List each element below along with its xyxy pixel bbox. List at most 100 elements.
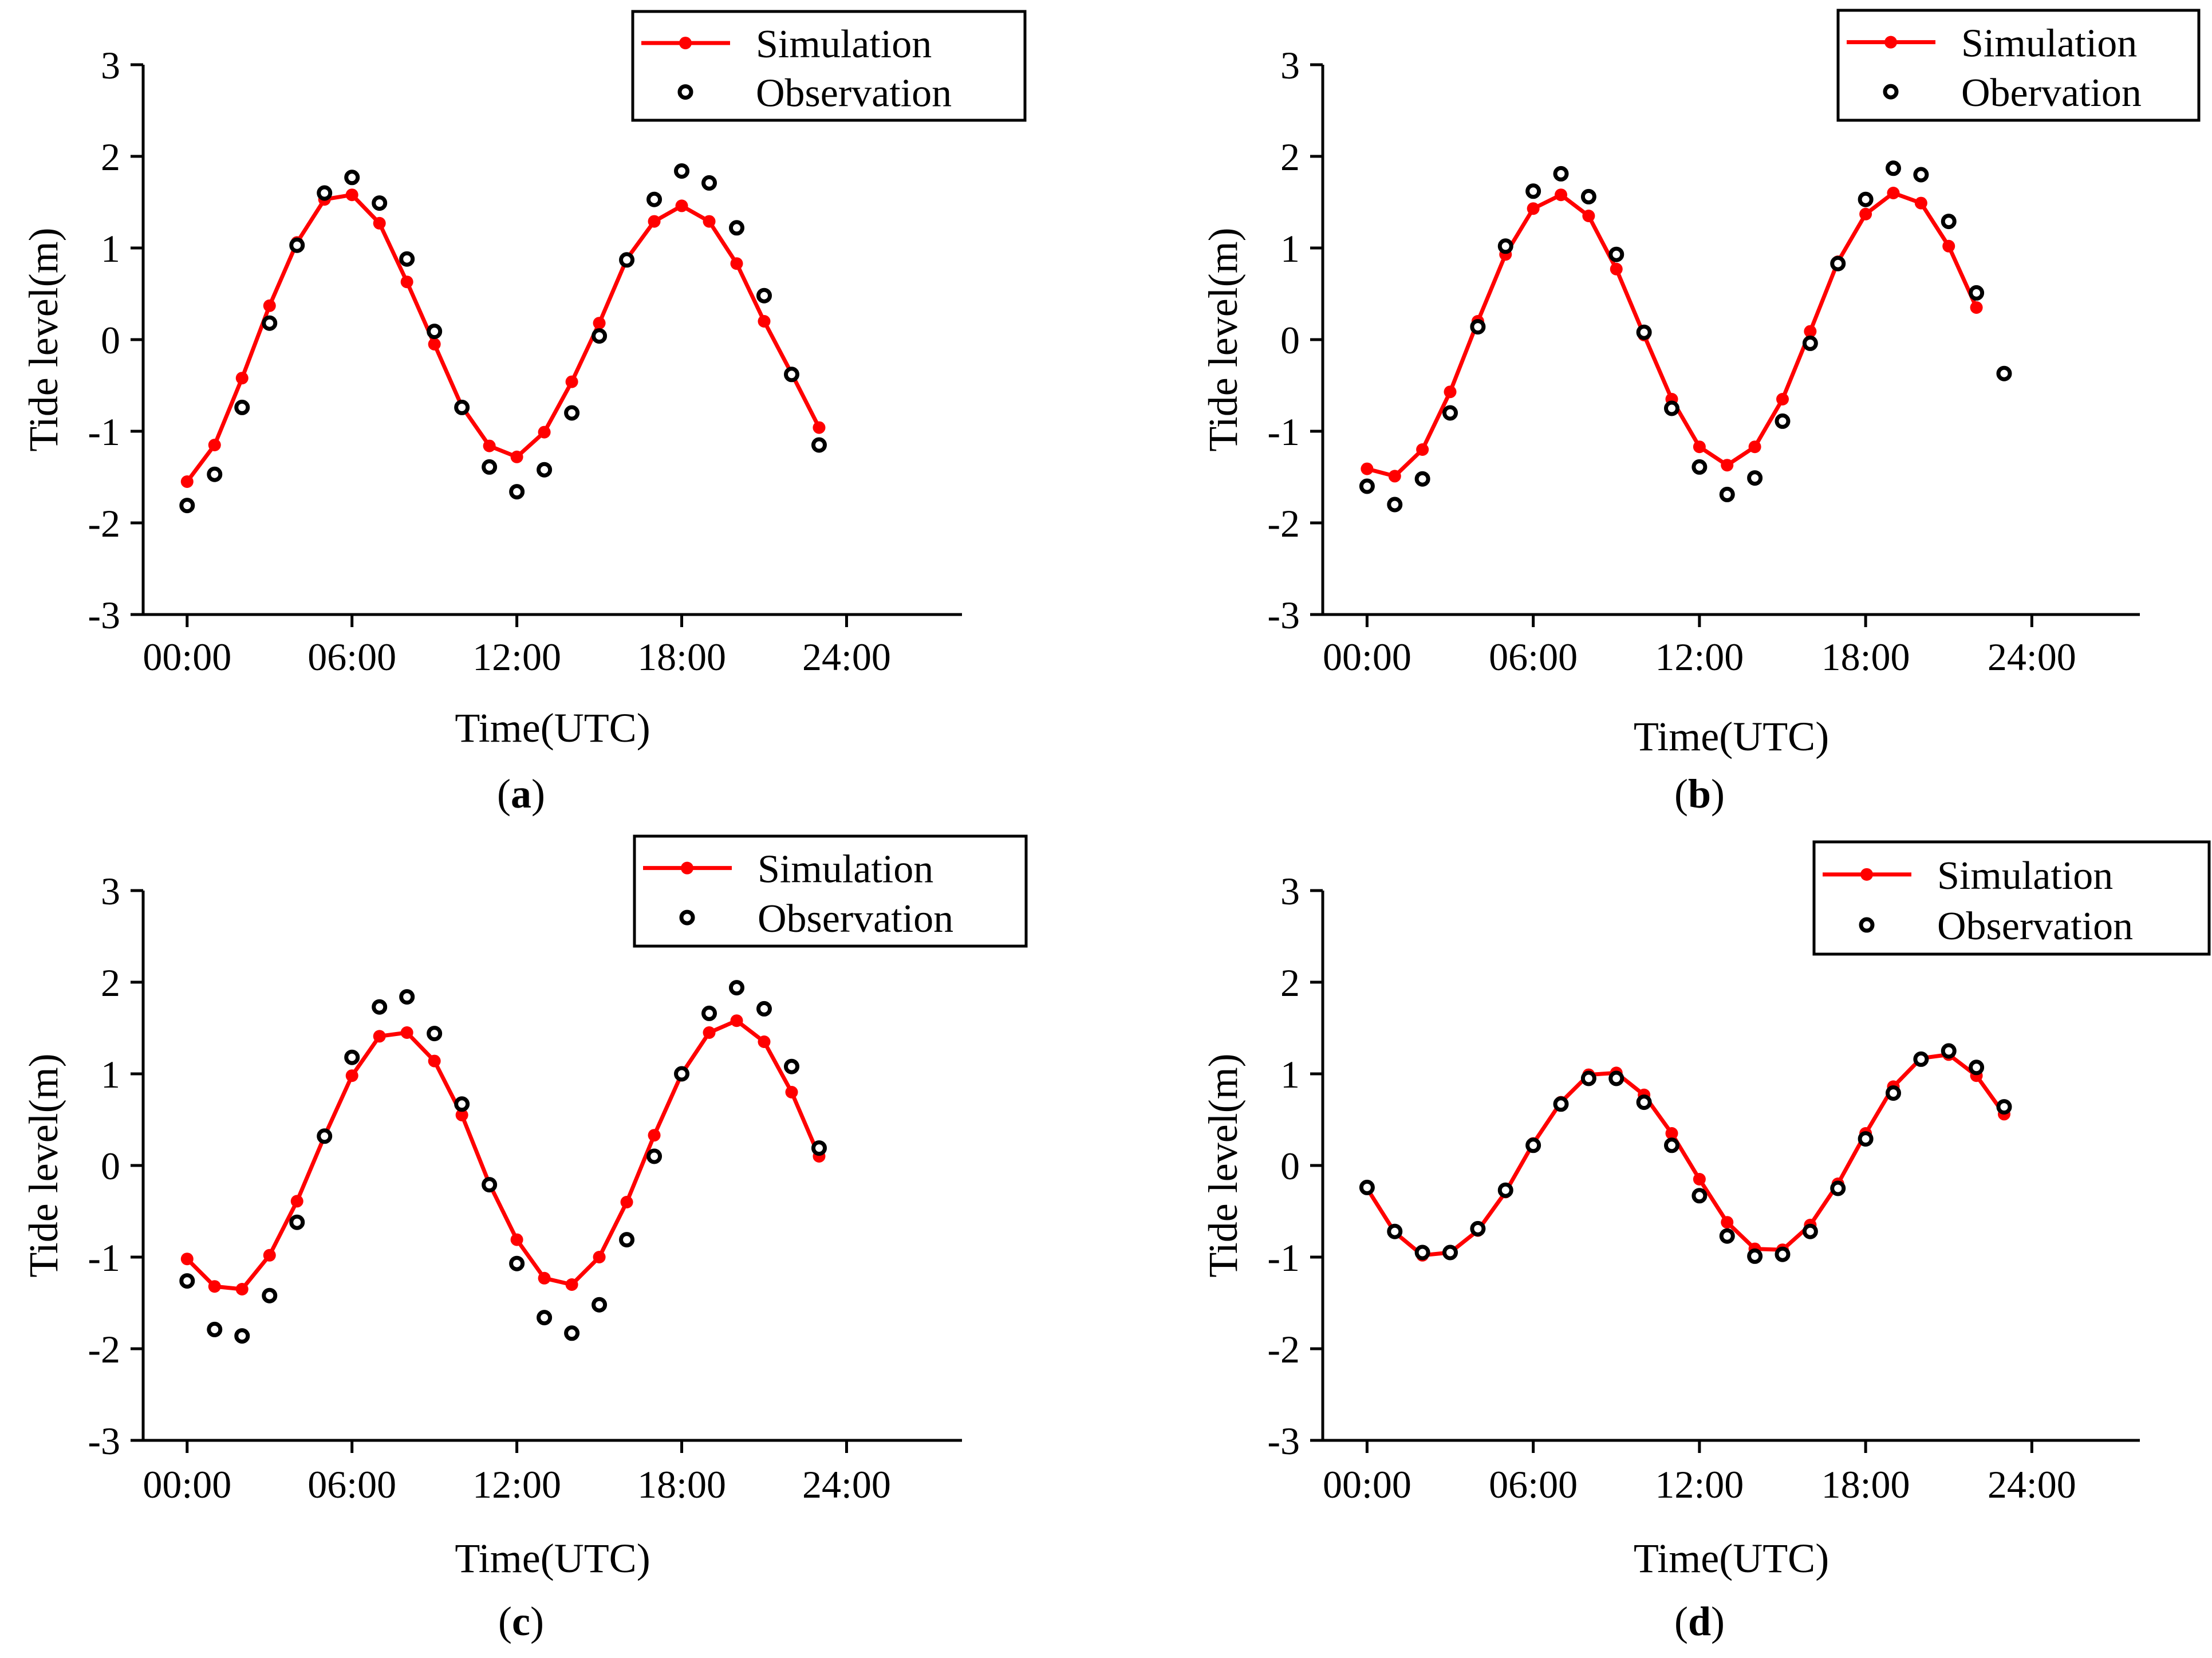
y-axis-title: Tide level(m): [1200, 1053, 1246, 1277]
observation-point: [1608, 1070, 1625, 1086]
legend-observation-marker: [679, 909, 695, 926]
observation-point: [1663, 1137, 1679, 1153]
observation-point: [537, 462, 553, 478]
observation-point: [783, 367, 799, 383]
observation-point: [1775, 1246, 1791, 1262]
x-tick-label: 12:00: [472, 1463, 561, 1506]
simulation-point: [1748, 440, 1761, 454]
observation-point: [1636, 324, 1652, 340]
simulation-point: [235, 1283, 249, 1295]
observation-point: [317, 185, 333, 201]
legend-observation-marker: [1883, 84, 1899, 100]
simulation-point: [703, 1026, 716, 1039]
observation-point: [482, 459, 498, 475]
caption-paren: (: [497, 771, 511, 817]
simulation-point: [400, 1026, 413, 1039]
legend-box: [631, 10, 1027, 122]
simulation-point: [1693, 440, 1706, 454]
y-tick-label: -2: [1267, 1328, 1300, 1371]
legend-observation-label: Observation: [756, 72, 952, 116]
observation-point: [1941, 1043, 1957, 1059]
legend-simulation-label: Simulation: [1937, 854, 2113, 898]
simulation-point: [1721, 1216, 1734, 1229]
observation-point: [729, 220, 745, 236]
observation-point: [1719, 1228, 1735, 1244]
observation-point: [234, 399, 250, 415]
caption-paren: ): [1711, 771, 1725, 817]
observation-point: [262, 1287, 278, 1303]
simulation-point: [730, 257, 743, 270]
observation-point: [701, 1005, 717, 1021]
observation-point: [1969, 1060, 1985, 1076]
observation-point: [537, 1310, 553, 1326]
observation-point: [564, 1325, 580, 1341]
observation-point: [1996, 365, 2012, 381]
legend-observation-label: Observation: [758, 897, 953, 941]
y-tick-label: 3: [101, 869, 120, 913]
y-tick-label: -3: [1267, 593, 1300, 637]
y-tick-label: -2: [88, 502, 120, 545]
observation-point: [1858, 1131, 1874, 1147]
observation-point: [179, 498, 195, 514]
simulation-point: [758, 1035, 771, 1048]
legend: Simulation Observation: [633, 834, 1028, 948]
panel-caption: (d): [1674, 1598, 1725, 1644]
simulation-point: [1610, 262, 1623, 275]
observation-point: [592, 1297, 608, 1313]
observation-point: [509, 484, 525, 500]
observation-point: [1497, 238, 1513, 254]
observation-point: [234, 1328, 250, 1344]
y-tick-label: 3: [1280, 44, 1300, 87]
legend-observation-label: Observation: [1937, 904, 2133, 948]
observation-point: [1636, 1094, 1652, 1110]
simulation-point: [235, 372, 249, 385]
observation-point: [1969, 285, 1985, 301]
observation-point: [1830, 255, 1846, 271]
observation-point: [1525, 1137, 1541, 1153]
x-axis-title: Time(UTC): [1634, 1535, 1829, 1581]
observation-point: [454, 399, 470, 415]
y-tick-label: 3: [101, 44, 120, 87]
simulation-line: [186, 1018, 821, 1291]
x-axis-title: Time(UTC): [1634, 714, 1829, 759]
x-axis-title: Time(UTC): [455, 1535, 650, 1581]
legend-simulation-marker: [679, 37, 692, 50]
simulation-point: [1776, 393, 1789, 405]
observation-point: [1608, 246, 1625, 262]
caption-letter: b: [1688, 771, 1711, 817]
simulation-point: [263, 299, 276, 312]
x-tick-label: 24:00: [802, 1463, 891, 1506]
simulation-point: [1555, 188, 1568, 202]
y-tick-label: 0: [101, 1144, 120, 1188]
y-tick-label: 0: [1280, 1144, 1300, 1188]
y-tick-label: -2: [1267, 502, 1300, 545]
observation-point: [1747, 470, 1763, 486]
y-axis-title: Tide level(m): [21, 1053, 66, 1277]
simulation-point: [703, 215, 716, 228]
legend-observation-marker: [1859, 917, 1875, 933]
observation-point: [1885, 160, 1901, 176]
x-tick-label: 00:00: [143, 1463, 231, 1506]
observation-point: [427, 1026, 443, 1042]
caption-paren: ): [530, 1598, 544, 1644]
simulation-point: [648, 215, 661, 228]
simulation-line: [1365, 1052, 2006, 1258]
x-tick-label: 18:00: [1821, 1463, 1910, 1506]
simulation-point: [565, 375, 578, 388]
panel-caption: (c): [498, 1598, 544, 1644]
observation-point: [701, 175, 717, 191]
legend-simulation-marker: [1884, 36, 1897, 49]
observation-point: [427, 324, 443, 340]
legend-box: [633, 834, 1028, 948]
simulation-point: [538, 426, 551, 439]
observation-point: [619, 1232, 635, 1248]
x-tick-label: 06:00: [307, 1463, 396, 1506]
legend-simulation-marker: [1860, 868, 1873, 881]
caption-paren: (: [1674, 1598, 1688, 1644]
simulation-point: [565, 1278, 578, 1291]
simulation-point: [400, 275, 413, 289]
legend: Simulation Obervation: [1836, 9, 2201, 122]
observation-point: [1747, 1248, 1763, 1264]
y-tick-label: 0: [1280, 318, 1300, 362]
observation-point: [619, 252, 635, 268]
